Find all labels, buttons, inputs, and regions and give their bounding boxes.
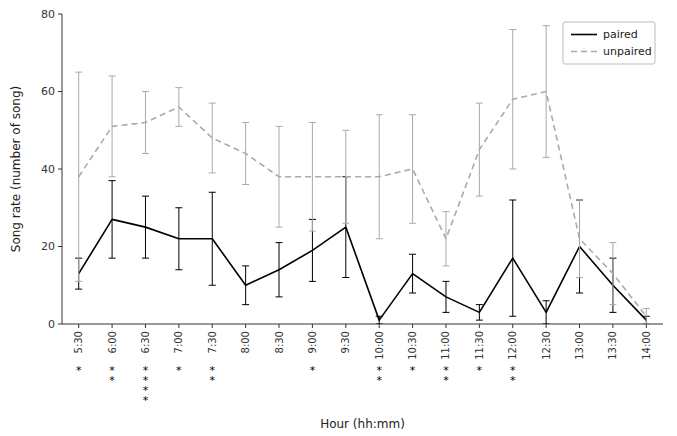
series-line — [79, 219, 647, 320]
x-tick-label: 6:30 — [140, 331, 151, 353]
x-tick-label: 12:30 — [541, 331, 552, 360]
legend-label: paired — [603, 28, 638, 41]
y-axis-label: Song rate (number of song) — [9, 86, 23, 252]
x-tick — [546, 324, 547, 328]
x-tick — [512, 324, 513, 328]
x-tick — [245, 324, 246, 328]
x-tick — [178, 324, 179, 328]
x-tick — [345, 324, 346, 328]
series-line — [79, 92, 647, 317]
x-tick — [145, 324, 146, 328]
y-tick-label: 80 — [41, 8, 55, 21]
legend-swatch — [571, 51, 597, 53]
x-tick-label: 14:00 — [641, 331, 652, 360]
y-tick — [58, 246, 62, 247]
x-tick-label: 5:30 — [73, 331, 84, 353]
x-tick — [579, 324, 580, 328]
x-tick-label: 10:00 — [374, 331, 385, 360]
y-tick — [58, 324, 62, 325]
y-tick — [58, 91, 62, 92]
series — [75, 26, 650, 324]
error-bar — [643, 309, 650, 325]
annotation: * — [477, 364, 483, 377]
x-tick — [379, 324, 380, 328]
x-tick-label: 6:00 — [107, 331, 118, 353]
annotations: ******************* — [76, 364, 516, 407]
legend: paired unpaired — [563, 22, 655, 64]
x-axis-label: Hour (hh:mm) — [320, 417, 405, 431]
plot-data — [75, 26, 650, 324]
annotation: * — [176, 364, 182, 377]
x-tick — [646, 324, 647, 328]
x-tick — [212, 324, 213, 328]
x-tick-label: 12:00 — [507, 331, 518, 360]
x-tick — [445, 324, 446, 328]
annotation: * — [376, 374, 382, 387]
x-tick-label: 9:00 — [307, 331, 318, 353]
y-tick — [58, 169, 62, 170]
error-bar — [576, 200, 583, 278]
x-tick-label: 11:30 — [474, 331, 485, 360]
x-tick-label: 7:00 — [173, 331, 184, 353]
annotation: * — [410, 364, 416, 377]
chart: 0 20 40 60 80 5:30 6:00 6:30 7:00 7:30 8:00 8:30 9:0… — [0, 0, 677, 436]
y-tick-label: 0 — [48, 318, 55, 331]
x-tick-label: 8:00 — [240, 331, 251, 353]
error-bar — [209, 103, 216, 173]
error-bar — [576, 200, 583, 293]
annotation: * — [510, 374, 516, 387]
annotation: * — [210, 374, 216, 387]
annotation: * — [443, 374, 449, 387]
annotation: * — [109, 374, 115, 387]
x-axis-line — [62, 324, 663, 325]
y-tick — [58, 14, 62, 15]
x-tick — [312, 324, 313, 328]
x-tick — [112, 324, 113, 328]
legend-box — [563, 22, 655, 64]
y-tick-label: 60 — [41, 85, 55, 98]
legend-swatch — [571, 34, 597, 36]
annotation: * — [310, 364, 316, 377]
x-tick-label: 13:00 — [574, 331, 585, 360]
x-tick-label: 7:30 — [207, 331, 218, 353]
y-tick-label: 20 — [41, 240, 55, 253]
x-tick — [279, 324, 280, 328]
x-tick-label: 13:30 — [607, 331, 618, 360]
annotation: * — [76, 364, 82, 377]
x-tick — [78, 324, 79, 328]
x-tick — [412, 324, 413, 328]
y-tick-label: 40 — [41, 163, 55, 176]
x-tick-label: 11:00 — [440, 331, 451, 360]
axes: 0 20 40 60 80 5:30 6:00 6:30 7:00 7:30 8:00 8:30 9:0… — [41, 8, 663, 360]
x-tick — [479, 324, 480, 328]
x-tick-label: 10:30 — [407, 331, 418, 360]
x-tick — [612, 324, 613, 328]
annotation: * — [143, 394, 149, 407]
series — [75, 177, 650, 324]
legend-label: unpaired — [603, 45, 652, 58]
x-tick-label: 8:30 — [274, 331, 285, 353]
x-tick-label: 9:30 — [340, 331, 351, 353]
